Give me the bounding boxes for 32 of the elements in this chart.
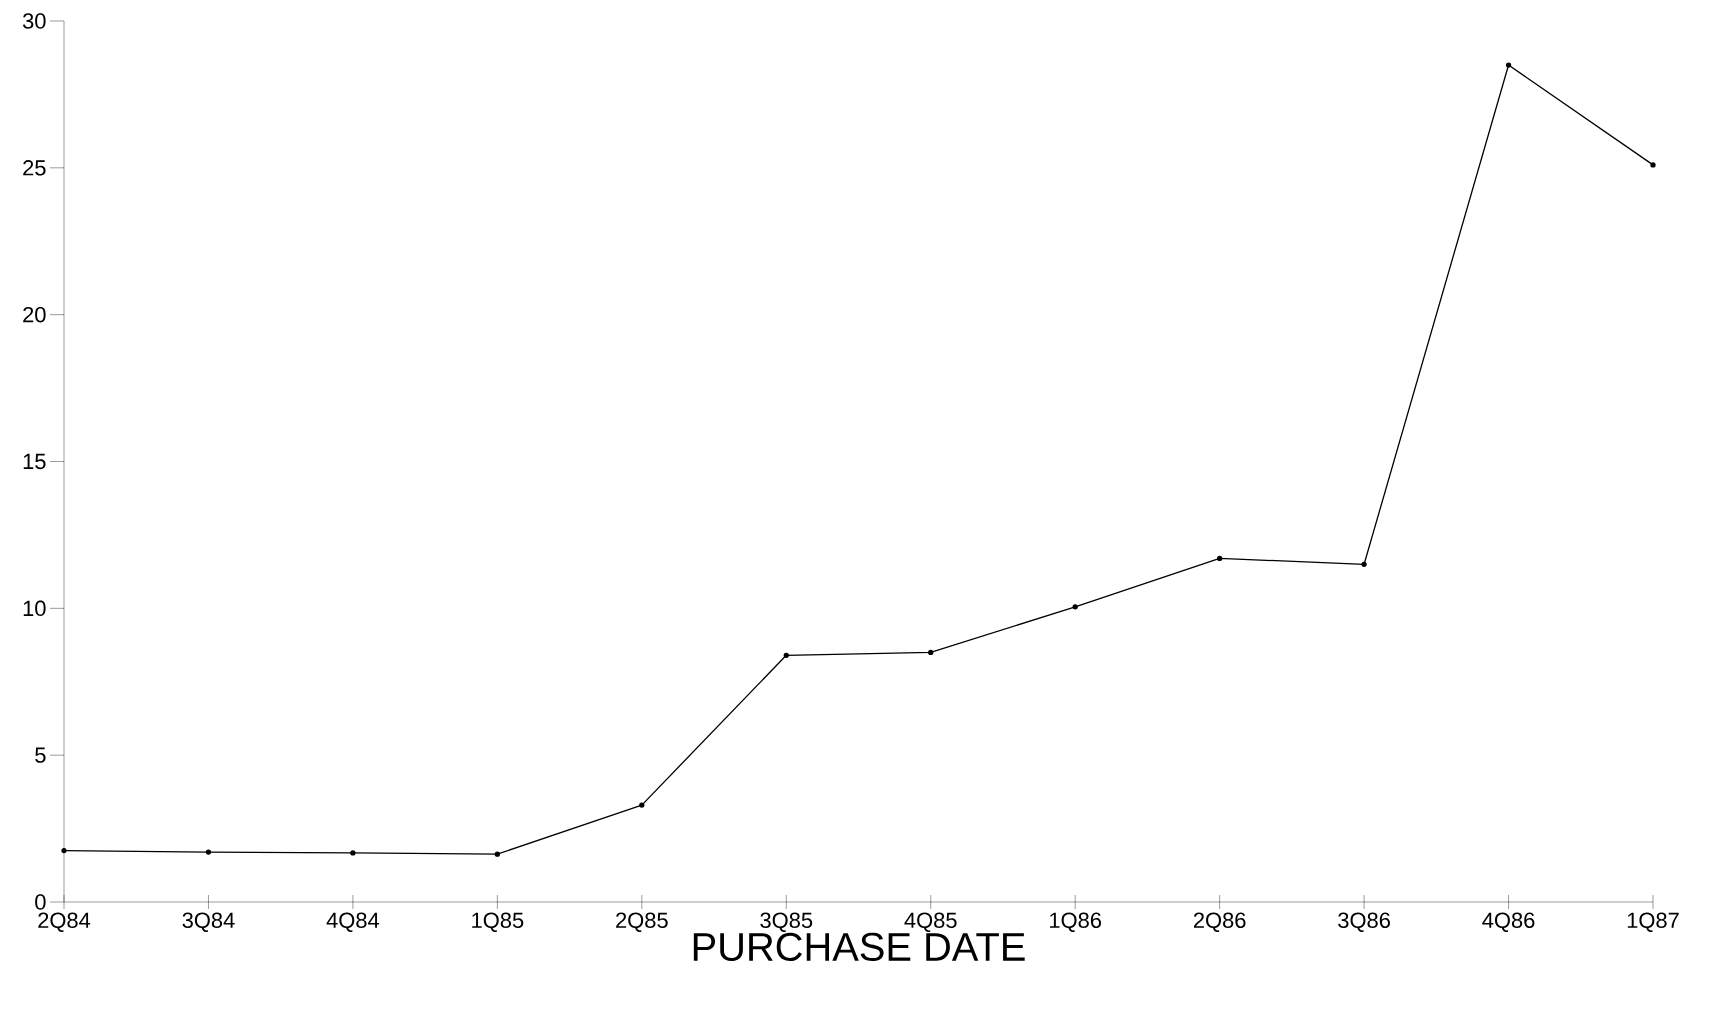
y-tick-label: 0 (35, 894, 46, 910)
y-tick-label: 10 (23, 600, 46, 617)
point (61, 847, 67, 854)
point (350, 850, 356, 856)
x-tick-label: 3Q86 (1338, 912, 1390, 932)
point (783, 652, 789, 658)
x-tick-label: 1Q86 (1050, 912, 1102, 932)
y-tick-label: 30 (22, 13, 46, 29)
x-axis-title: PURCHASE DATE (693, 932, 1025, 962)
x-tick-label: 2Q84 (38, 912, 91, 932)
x-tick-label: 4Q86 (1482, 912, 1535, 932)
x-tick-label: 2Q85 (616, 912, 668, 932)
x-tick-label: 2Q86 (1193, 912, 1246, 932)
point (1361, 561, 1367, 567)
point (1216, 555, 1223, 562)
point (1072, 604, 1078, 610)
x-tick-label: 4Q84 (326, 912, 380, 932)
x-tick-label: 1Q87 (1627, 912, 1679, 932)
x-tick-label: 3Q84 (182, 912, 235, 932)
x-tick-label: 1Q85 (472, 912, 524, 932)
point (639, 802, 645, 808)
point (928, 649, 934, 656)
y-tick-label: 15 (23, 453, 46, 470)
point (205, 849, 212, 855)
y-tick-label: 25 (23, 160, 46, 176)
x-tick-label: 3Q85 (760, 912, 813, 932)
point (1505, 62, 1512, 68)
point (494, 851, 501, 857)
y-tick-label: 5 (35, 747, 46, 763)
point (1650, 162, 1656, 168)
y-tick-label: 20 (23, 306, 46, 323)
x-tick-label: 4Q85 (904, 912, 957, 932)
